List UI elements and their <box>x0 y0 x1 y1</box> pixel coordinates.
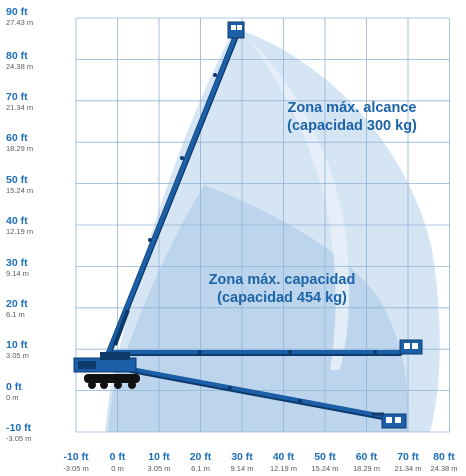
y-tick-ft: 20 ft <box>6 298 28 310</box>
x-tick-ft: 80 ft <box>433 451 455 463</box>
x-tick-m: 15.24 m <box>311 464 338 473</box>
y-tick-m: 3.05 m <box>6 351 29 360</box>
x-tick-m: 12.19 m <box>270 464 297 473</box>
y-tick-ft: 80 ft <box>6 50 28 62</box>
y-tick-m: 27.43 m <box>6 18 33 27</box>
x-tick-m: 18.29 m <box>353 464 380 473</box>
x-tick-ft: 20 ft <box>190 451 212 463</box>
x-tick-ft: 70 ft <box>397 451 419 463</box>
x-tick-m: 6.1 m <box>191 464 210 473</box>
y-tick-ft: 70 ft <box>6 91 28 103</box>
x-tick-ft: -10 ft <box>63 451 89 463</box>
y-axis-labels: 90 ft 27.43 m 80 ft 24.38 m 70 ft 21.34 … <box>6 6 33 443</box>
zone-highlight <box>250 40 350 370</box>
max-capacity-zone-label: Zona máx. capacidad (capacidad 454 kg) <box>209 272 356 306</box>
platform-basket-elevated <box>227 21 245 39</box>
x-tick-m: 21.34 m <box>394 464 421 473</box>
x-tick-ft: 60 ft <box>356 451 378 463</box>
grid <box>75 17 450 433</box>
y-tick-ft: 30 ft <box>6 257 28 269</box>
max-capacity-zone-capacity: (capacidad 454 kg) <box>217 290 347 306</box>
y-tick-ft: 10 ft <box>6 339 28 351</box>
x-axis-labels: -10 ft -3.05 m 0 ft 0 m 10 ft 3.05 m 20 … <box>63 451 457 473</box>
x-tick-ft: 50 ft <box>314 451 336 463</box>
y-tick-ft: 0 ft <box>6 381 22 393</box>
y-tick-ft: 40 ft <box>6 215 28 227</box>
y-tick-m: 9.14 m <box>6 269 29 278</box>
boom-elevated-position <box>105 21 245 358</box>
y-tick-m: 12.19 m <box>6 227 33 236</box>
x-tick-ft: 30 ft <box>231 451 253 463</box>
max-reach-zone-title: Zona máx. alcance <box>288 100 417 116</box>
y-tick-m: 6.1 m <box>6 310 25 319</box>
x-tick-m: 3.05 m <box>148 464 171 473</box>
platform-basket-low <box>372 412 407 429</box>
x-tick-m: 9.14 m <box>231 464 254 473</box>
y-tick-m: 15.24 m <box>6 186 33 195</box>
y-tick-m: 24.38 m <box>6 62 33 71</box>
y-tick-m: -3.05 m <box>6 434 31 443</box>
machine-chassis <box>73 352 140 389</box>
x-tick-m: 24.38 m <box>430 464 457 473</box>
x-tick-m: 0 m <box>111 464 124 473</box>
y-tick-m: 0 m <box>6 393 19 402</box>
y-tick-m: 21.34 m <box>6 103 33 112</box>
x-tick-m: -3.05 m <box>63 464 88 473</box>
max-reach-zone-capacity: (capacidad 300 kg) <box>287 118 417 134</box>
boom-low-position <box>112 364 407 429</box>
y-tick-ft: 60 ft <box>6 132 28 144</box>
max-reach-zone-label: Zona máx. alcance (capacidad 300 kg) <box>287 100 417 134</box>
y-tick-ft: -10 ft <box>6 422 32 434</box>
x-tick-ft: 10 ft <box>148 451 170 463</box>
y-tick-ft: 90 ft <box>6 6 28 18</box>
y-tick-ft: 50 ft <box>6 174 28 186</box>
y-tick-m: 18.29 m <box>6 144 33 153</box>
x-tick-ft: 0 ft <box>110 451 126 463</box>
x-tick-ft: 40 ft <box>273 451 295 463</box>
platform-basket-horizontal <box>399 339 423 355</box>
max-capacity-zone <box>108 185 409 432</box>
max-capacity-zone-title: Zona máx. capacidad <box>209 272 356 288</box>
boom-horizontal-position <box>109 339 423 356</box>
